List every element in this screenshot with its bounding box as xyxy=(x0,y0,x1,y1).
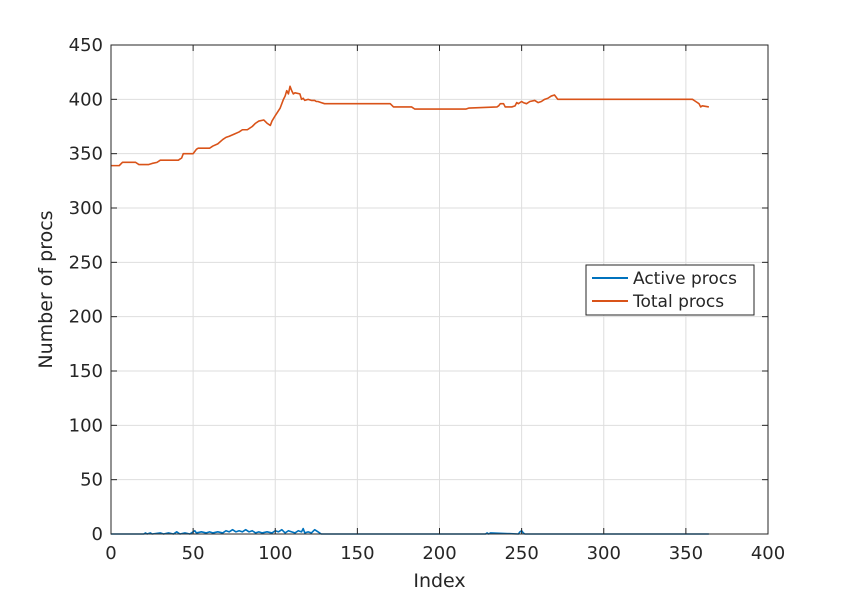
legend-label-active-procs: Active procs xyxy=(633,269,737,289)
x-tick-label: 350 xyxy=(669,543,703,564)
y-axis-label: Number of procs xyxy=(35,210,57,368)
legend-label-total-procs: Total procs xyxy=(632,292,724,312)
x-axis-label: Index xyxy=(413,570,465,592)
x-tick-label: 0 xyxy=(105,543,116,564)
y-tick-label: 250 xyxy=(69,252,103,273)
x-tick-label: 100 xyxy=(258,543,292,564)
x-tick-label: 250 xyxy=(504,543,538,564)
x-tick-label: 400 xyxy=(751,543,785,564)
y-tick-label: 200 xyxy=(69,307,103,328)
x-tick-label: 200 xyxy=(422,543,456,564)
tick-labels: 0 50 100 150 200 250 300 350 400 0 50 100 150 200 250 3… xyxy=(69,35,786,564)
x-tick-label: 300 xyxy=(587,543,621,564)
y-tick-label: 300 xyxy=(69,198,103,219)
x-tick-label: 50 xyxy=(182,543,205,564)
legend-box xyxy=(585,264,755,316)
y-tick-label: 0 xyxy=(92,524,103,545)
series-line-total-procs xyxy=(111,85,710,167)
y-tick-label: 450 xyxy=(69,35,103,56)
y-tick-label: 400 xyxy=(69,89,103,110)
x-tick-label: 150 xyxy=(340,543,374,564)
axes xyxy=(110,44,769,535)
y-tick-label: 50 xyxy=(80,470,103,491)
legend: Active procs Total procs xyxy=(585,264,755,316)
y-tick-label: 100 xyxy=(69,415,103,436)
y-tick-label: 350 xyxy=(69,144,103,165)
y-tick-label: 150 xyxy=(69,361,103,382)
